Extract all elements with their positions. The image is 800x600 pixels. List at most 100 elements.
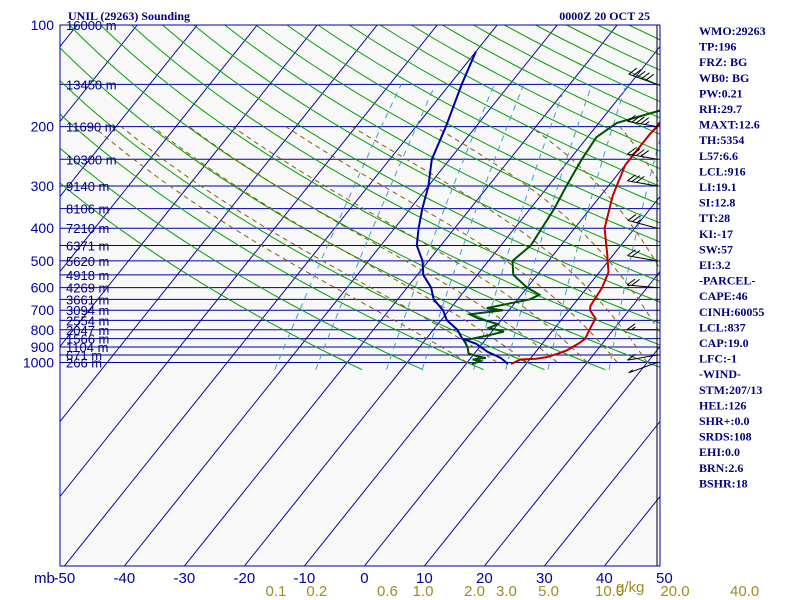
pressure-label: 700 — [31, 302, 55, 318]
plot-border — [59, 24, 661, 567]
isotherm-line — [0, 25, 17, 566]
mixing-ratio-line — [315, 84, 436, 370]
side-panel-line: SRDS:108 — [699, 430, 752, 444]
wind-barb-flag — [627, 353, 636, 361]
wind-barb-halfflag — [644, 121, 650, 125]
dry-adiabat-line — [100, 25, 660, 346]
side-panel-line: CAP:19.0 — [699, 336, 749, 350]
mixing-ratio-label: 5.0 — [538, 583, 559, 600]
wind-barb-halfflag — [628, 369, 634, 374]
height-label: 2047 m — [66, 323, 109, 338]
side-panel-line: STM:207/13 — [699, 383, 762, 397]
isotherm-line — [364, 195, 660, 566]
isotherm-line — [544, 420, 660, 566]
height-label: 2554 m — [66, 313, 109, 328]
wind-barb-staff — [628, 362, 658, 374]
mixing-ratio-label: 20.0 — [660, 583, 689, 600]
mixing-ratio-label: 3.0 — [496, 583, 517, 600]
height-label: 266 m — [66, 356, 102, 371]
wind-barb-flag — [627, 174, 636, 182]
dewpoint-line — [462, 109, 660, 365]
mixing-ratio-label: 10.0 — [595, 583, 624, 600]
mixing-ratio-label: 0.1 — [266, 583, 287, 600]
chart-time: 0000Z 20 OCT 25 — [559, 9, 650, 23]
wind-barb-flag — [631, 279, 640, 286]
isotherm-line — [60, 25, 378, 423]
mixing-ratio-line — [386, 84, 495, 370]
dry-adiabat-line — [60, 147, 424, 371]
dry-adiabat-line — [286, 25, 660, 224]
wind-barb-flag — [632, 215, 641, 222]
wind-barb — [626, 323, 657, 331]
wind-barb-flag — [645, 73, 655, 81]
side-panel-line: MAXT:12.6 — [699, 118, 760, 132]
height-label: 16000 m — [66, 18, 117, 33]
wind-barb — [627, 147, 658, 160]
isotherm-line — [244, 45, 660, 566]
wind-barb — [628, 362, 658, 374]
x-axis-label: mb — [34, 570, 55, 587]
pressure-label: 500 — [31, 253, 55, 269]
wind-barb-flag — [636, 149, 645, 157]
height-label: 3094 m — [66, 303, 109, 318]
parcel-line — [415, 51, 509, 365]
isotherm-line — [424, 270, 660, 566]
temperature-tick-label: -10 — [294, 570, 316, 587]
wind-barb — [626, 278, 658, 289]
side-panel-line: WB0: BG — [699, 71, 749, 85]
wind-barb-flag — [640, 150, 650, 157]
moist-adiabat-line — [351, 126, 648, 363]
dry-adiabat-line — [224, 25, 660, 263]
mixing-ratio-line — [274, 84, 402, 370]
temperature-tick-label: 40 — [596, 570, 613, 587]
wind-barb — [627, 214, 658, 229]
wind-barb-layer — [626, 25, 658, 566]
pressure-label: 800 — [31, 322, 55, 338]
height-label: 10300 m — [66, 152, 117, 167]
dry-adiabat-line — [131, 25, 660, 324]
moist-adiabat-line — [152, 126, 528, 363]
dry-adiabat-line — [348, 25, 660, 187]
wind-barb-flag — [636, 175, 645, 183]
height-label: 6371 m — [66, 238, 109, 253]
side-panel-line: RH:29.7 — [699, 102, 742, 116]
mixing-ratio-label: 0.6 — [377, 583, 398, 600]
dry-adiabat-line — [60, 79, 545, 371]
mixing-ratio-label: 40.0 — [730, 583, 759, 600]
side-panel-line: TT:28 — [699, 211, 730, 225]
wind-barb-flag — [626, 323, 636, 331]
wind-barb — [627, 114, 658, 128]
height-label: 13450 m — [66, 77, 117, 92]
wind-barb — [627, 174, 658, 187]
side-panel-line: L57:6.6 — [699, 149, 738, 163]
pressure-label: 1000 — [23, 355, 54, 371]
temperature-tick-label: -40 — [114, 570, 136, 587]
height-label: 1104 m — [66, 340, 108, 355]
wind-barb-flag — [627, 249, 636, 257]
pressure-label: 200 — [31, 119, 55, 135]
side-panel-line: LFC:-1 — [699, 352, 737, 366]
pressure-label: 400 — [31, 220, 55, 236]
isotherm-line — [124, 25, 558, 566]
side-panel-line: BSHR:18 — [699, 476, 748, 490]
side-panel-line: TH:5354 — [699, 133, 744, 147]
side-panel-line: LCL:916 — [699, 164, 746, 178]
side-panel-line: EHI:0.0 — [699, 445, 740, 459]
height-label: 4918 m — [66, 268, 109, 283]
wind-barb-flag — [627, 147, 636, 155]
height-label: 9140 m — [66, 179, 109, 194]
temperature-tick-label: 50 — [656, 570, 673, 587]
mixing-ratio-unit: g/kg — [616, 579, 644, 596]
moist-adiabat-line — [285, 126, 618, 363]
side-panel-line: PW:0.21 — [699, 86, 743, 100]
side-panel-line: FRZ: BG — [699, 55, 747, 69]
isotherm-line — [60, 25, 258, 273]
wind-barb-halfflag — [636, 219, 642, 224]
wind-barb-flag — [632, 69, 642, 77]
moist-adiabat-line — [434, 126, 660, 334]
mixing-ratio-label: 1.0 — [413, 583, 434, 600]
moist-adiabat-line — [232, 126, 588, 363]
height-label: 8106 m — [66, 202, 109, 217]
isotherm-line — [64, 25, 498, 566]
